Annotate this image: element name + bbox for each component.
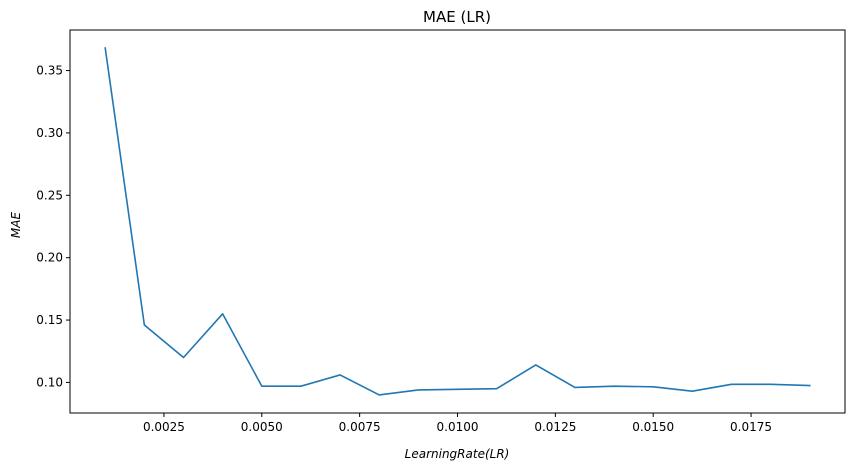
x-tick-label-4: 0.0125: [534, 420, 576, 434]
y-tick-label-4: 0.30: [36, 126, 63, 140]
y-tick-label-0: 0.10: [36, 375, 63, 389]
y-axis-label: MAE: [9, 212, 23, 239]
x-axis-label: LearningRate(LR): [405, 447, 510, 461]
chart-title: MAE (LR): [423, 8, 491, 26]
y-tick-label-2: 0.20: [36, 251, 63, 265]
y-tick-label-5: 0.35: [36, 64, 63, 78]
x-tick-label-5: 0.0150: [632, 420, 674, 434]
y-tick-label-3: 0.25: [36, 188, 63, 202]
plot-frame: [69, 29, 846, 414]
x-tick-label-6: 0.0175: [730, 420, 772, 434]
series-line-0: [104, 47, 811, 396]
x-tick-label-1: 0.0050: [241, 420, 283, 434]
x-tick-label-0: 0.0025: [143, 420, 185, 434]
x-tick-label-2: 0.0075: [339, 420, 381, 434]
x-tick-label-3: 0.0100: [437, 420, 479, 434]
y-tick-label-1: 0.15: [36, 313, 63, 327]
plot-area: 0.0025 0.0050 0.0075 0.0100 0.0125 0.0150 0.01…: [36, 29, 846, 434]
